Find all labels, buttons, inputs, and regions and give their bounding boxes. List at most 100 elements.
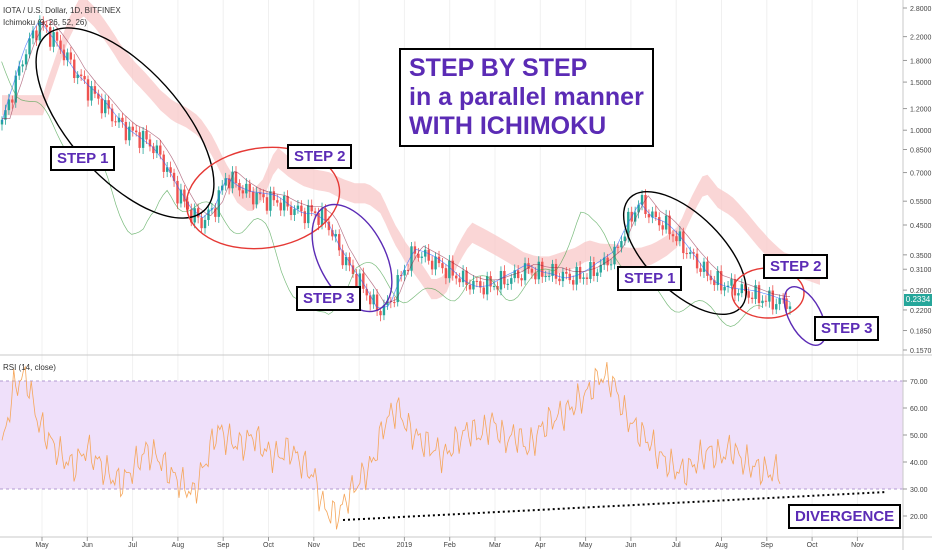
last-price-tag: 0.2334 bbox=[904, 294, 932, 306]
candle-body bbox=[83, 75, 86, 80]
candle-body bbox=[520, 278, 523, 281]
candle-body bbox=[475, 280, 479, 282]
candle-body bbox=[320, 208, 324, 225]
candle-body bbox=[403, 269, 406, 276]
candle-body bbox=[754, 285, 757, 300]
candle-body bbox=[689, 252, 692, 254]
step1-label-left: STEP 1 bbox=[50, 146, 116, 171]
month-label: Sep bbox=[217, 542, 230, 549]
candle-body bbox=[90, 86, 93, 101]
month-label: Nov bbox=[308, 542, 321, 549]
candle-body bbox=[671, 234, 675, 237]
candle-body bbox=[176, 180, 179, 204]
month-label: Oct bbox=[807, 542, 818, 549]
price-tick-label: 0.2600 bbox=[910, 288, 932, 295]
candle-body bbox=[448, 260, 451, 279]
month-label: Jun bbox=[625, 542, 636, 549]
candle-body bbox=[554, 263, 558, 279]
rsi-tick-label: 70.00 bbox=[910, 379, 928, 386]
candle-body bbox=[217, 190, 220, 217]
candle-body bbox=[348, 257, 351, 266]
candle-body bbox=[585, 277, 589, 279]
candle-body bbox=[547, 275, 551, 277]
candle-body bbox=[248, 183, 251, 192]
step2-label-right: STEP 2 bbox=[763, 254, 829, 279]
candle-body bbox=[623, 236, 627, 242]
candle-body bbox=[620, 241, 623, 248]
candle-body bbox=[764, 300, 768, 302]
candle-body bbox=[69, 52, 73, 60]
candle-body bbox=[441, 263, 444, 269]
candle-body bbox=[165, 167, 169, 172]
candle-body bbox=[59, 40, 62, 50]
rsi-label: RSI (14, close) bbox=[3, 363, 56, 372]
rsi-band bbox=[0, 381, 903, 489]
candle-body bbox=[544, 276, 547, 278]
candle-body bbox=[437, 256, 441, 264]
candle-body bbox=[534, 272, 537, 280]
time-axis: May Jun Jul Aug Sep Oct Nov Dec 2019 Feb Mar Apr May… bbox=[35, 537, 864, 549]
candle-body bbox=[14, 75, 17, 103]
candle-body bbox=[28, 38, 31, 55]
month-label: Mar bbox=[489, 542, 502, 549]
candle-body bbox=[18, 66, 21, 76]
candle-body bbox=[11, 99, 14, 103]
candle-body bbox=[145, 130, 148, 140]
candle-body bbox=[117, 117, 121, 123]
month-label: Aug bbox=[172, 542, 185, 549]
candle-body bbox=[183, 189, 186, 202]
candle-body bbox=[396, 275, 399, 303]
candle-body bbox=[627, 211, 630, 237]
candle-body bbox=[558, 278, 561, 282]
candle-body bbox=[775, 304, 778, 310]
candle-body bbox=[331, 230, 334, 237]
candle-body bbox=[365, 288, 368, 296]
candle-body bbox=[35, 30, 38, 41]
candle-body bbox=[602, 257, 606, 265]
candle-body bbox=[234, 171, 238, 183]
candle-body bbox=[286, 195, 289, 207]
candle-body bbox=[21, 64, 24, 67]
candle-body bbox=[282, 195, 286, 211]
candle-body bbox=[104, 100, 107, 114]
candle-body bbox=[424, 249, 427, 257]
candle-body bbox=[372, 294, 375, 305]
candle-body bbox=[661, 225, 664, 230]
candle-body bbox=[706, 261, 709, 276]
candle-body bbox=[45, 25, 48, 28]
candle-body bbox=[609, 264, 613, 266]
month-label: Nov bbox=[851, 542, 864, 549]
candle-body bbox=[737, 293, 740, 296]
candle-body bbox=[730, 279, 733, 286]
rsi-axis: 70.00 60.00 50.00 40.00 30.00 20.00 bbox=[903, 379, 928, 521]
candle-body bbox=[740, 284, 744, 294]
candle-body bbox=[135, 130, 138, 133]
candle-body bbox=[485, 276, 489, 295]
candle-body bbox=[561, 271, 565, 282]
rsi-tick-label: 30.00 bbox=[910, 487, 928, 494]
candle-body bbox=[272, 191, 276, 201]
candle-body bbox=[338, 234, 341, 251]
candle-body bbox=[334, 234, 337, 237]
candle-body bbox=[551, 263, 554, 276]
candle-body bbox=[444, 268, 448, 279]
price-tick-label: 1.5000 bbox=[910, 80, 932, 87]
candle-body bbox=[293, 209, 296, 215]
candle-body bbox=[785, 298, 788, 309]
candle-body bbox=[227, 178, 231, 189]
candle-body bbox=[572, 280, 575, 285]
price-tick-label: 2.2000 bbox=[910, 35, 932, 42]
candle-body bbox=[709, 275, 713, 281]
candle-body bbox=[66, 52, 69, 61]
candle-body bbox=[128, 126, 131, 141]
price-tick-label: 1.8000 bbox=[910, 58, 932, 65]
price-tick-label: 0.3500 bbox=[910, 253, 932, 260]
candle-body bbox=[768, 290, 771, 302]
candle-body bbox=[417, 253, 420, 258]
step1-label-right: STEP 1 bbox=[617, 266, 683, 291]
candle-body bbox=[344, 257, 348, 266]
candle-body bbox=[781, 298, 785, 300]
price-tick-label: 0.4500 bbox=[910, 223, 932, 230]
candle-body bbox=[637, 204, 640, 213]
tenkan-line bbox=[1, 22, 791, 309]
